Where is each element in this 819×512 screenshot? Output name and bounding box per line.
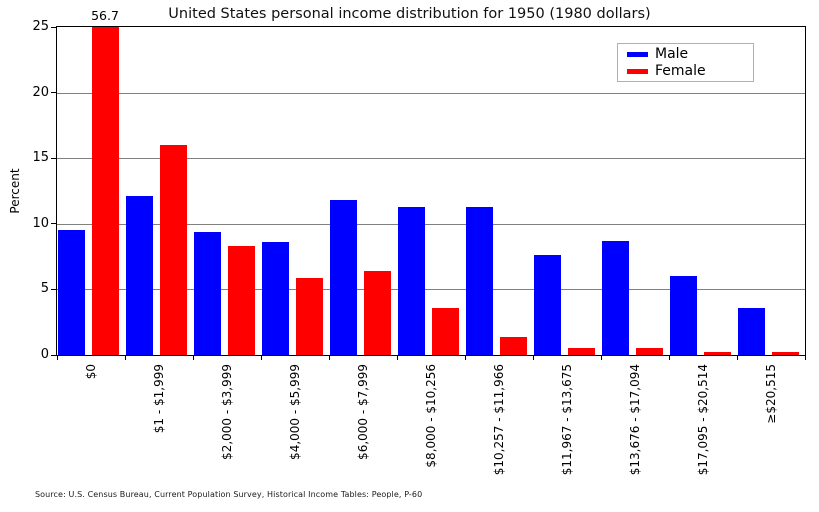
y-gridline-5 <box>57 289 805 291</box>
x-tick-label-1: $1 - $1,999 <box>152 364 166 434</box>
bar-female-5 <box>431 307 459 355</box>
y-tick-15 <box>51 157 56 159</box>
bar-female-1 <box>159 145 187 355</box>
y-gridline-15 <box>57 158 805 160</box>
y-tick-label-5: 5 <box>40 281 49 297</box>
chart-title: United States personal income distributi… <box>168 6 651 22</box>
x-tick-10 <box>736 356 738 360</box>
y-tick-25 <box>51 26 56 28</box>
y-tick-label-20: 20 <box>32 84 49 100</box>
x-tick-label-10: ≥$20,515 <box>764 364 778 424</box>
bar-female-3 <box>295 277 323 355</box>
female-color-swatch <box>627 68 648 74</box>
bar-male-2 <box>193 231 221 355</box>
bar-male-5 <box>397 206 425 355</box>
bar-female-10 <box>771 352 799 355</box>
x-tick-label-6: $10,257 - $11,966 <box>492 364 506 476</box>
x-tick-7 <box>532 356 534 360</box>
bar-female-6 <box>499 336 527 355</box>
y-axis-label: Percent <box>8 168 22 214</box>
bar-female-2 <box>227 246 255 355</box>
x-tick-2 <box>192 356 194 360</box>
bar-male-8 <box>601 240 629 355</box>
y-gridline-20 <box>57 92 805 94</box>
x-tick-label-8: $13,676 - $17,094 <box>628 364 642 476</box>
bar-male-1 <box>125 196 153 355</box>
x-tick-4 <box>328 356 330 360</box>
bar-male-7 <box>533 255 561 355</box>
x-tick-8 <box>600 356 602 360</box>
source-note: Source: U.S. Census Bureau, Current Popu… <box>35 490 423 499</box>
bar-male-6 <box>465 206 493 355</box>
y-tick-5 <box>51 288 56 290</box>
x-tick-label-5: $8,000 - $10,256 <box>424 364 438 468</box>
bar-female-4 <box>363 271 391 355</box>
bar-female-7 <box>567 348 595 355</box>
x-tick-label-3: $4,000 - $5,999 <box>288 364 302 460</box>
y-tick-10 <box>51 223 56 225</box>
x-tick-label-7: $11,967 - $13,675 <box>560 364 574 476</box>
x-tick-3 <box>260 356 262 360</box>
bar-male-3 <box>261 242 289 355</box>
bar-female-0 <box>91 27 119 355</box>
y-tick-label-10: 10 <box>32 215 49 231</box>
y-tick-20 <box>51 92 56 94</box>
x-tick-label-2: $2,000 - $3,999 <box>220 364 234 460</box>
x-tick-6 <box>464 356 466 360</box>
legend-label-male: Male <box>655 45 689 62</box>
bar-female-9 <box>703 352 731 355</box>
y-tick-0 <box>51 354 56 356</box>
clipped-bar-value-label: 56.7 <box>91 8 119 23</box>
x-tick-1 <box>124 356 126 360</box>
legend: Male Female <box>617 43 754 82</box>
bar-male-4 <box>329 200 357 355</box>
x-tick-label-9: $17,095 - $20,514 <box>696 364 710 476</box>
x-tick-0 <box>56 356 58 360</box>
bar-male-9 <box>669 276 697 355</box>
bar-female-8 <box>635 348 663 355</box>
legend-item-female: Female <box>627 62 753 79</box>
y-tick-label-0: 0 <box>40 347 49 362</box>
male-color-swatch <box>627 51 648 57</box>
bar-male-0 <box>57 230 85 355</box>
legend-label-female: Female <box>655 62 706 79</box>
bar-male-10 <box>737 307 765 355</box>
x-tick-5 <box>396 356 398 360</box>
y-tick-label-15: 15 <box>32 150 49 166</box>
y-tick-label-25: 25 <box>32 19 49 34</box>
x-tick-11 <box>804 356 806 360</box>
legend-item-male: Male <box>627 45 753 62</box>
x-tick-label-0: $0 <box>84 364 98 380</box>
y-gridline-10 <box>57 223 805 225</box>
x-tick-9 <box>668 356 670 360</box>
x-tick-label-4: $6,000 - $7,999 <box>356 364 370 460</box>
